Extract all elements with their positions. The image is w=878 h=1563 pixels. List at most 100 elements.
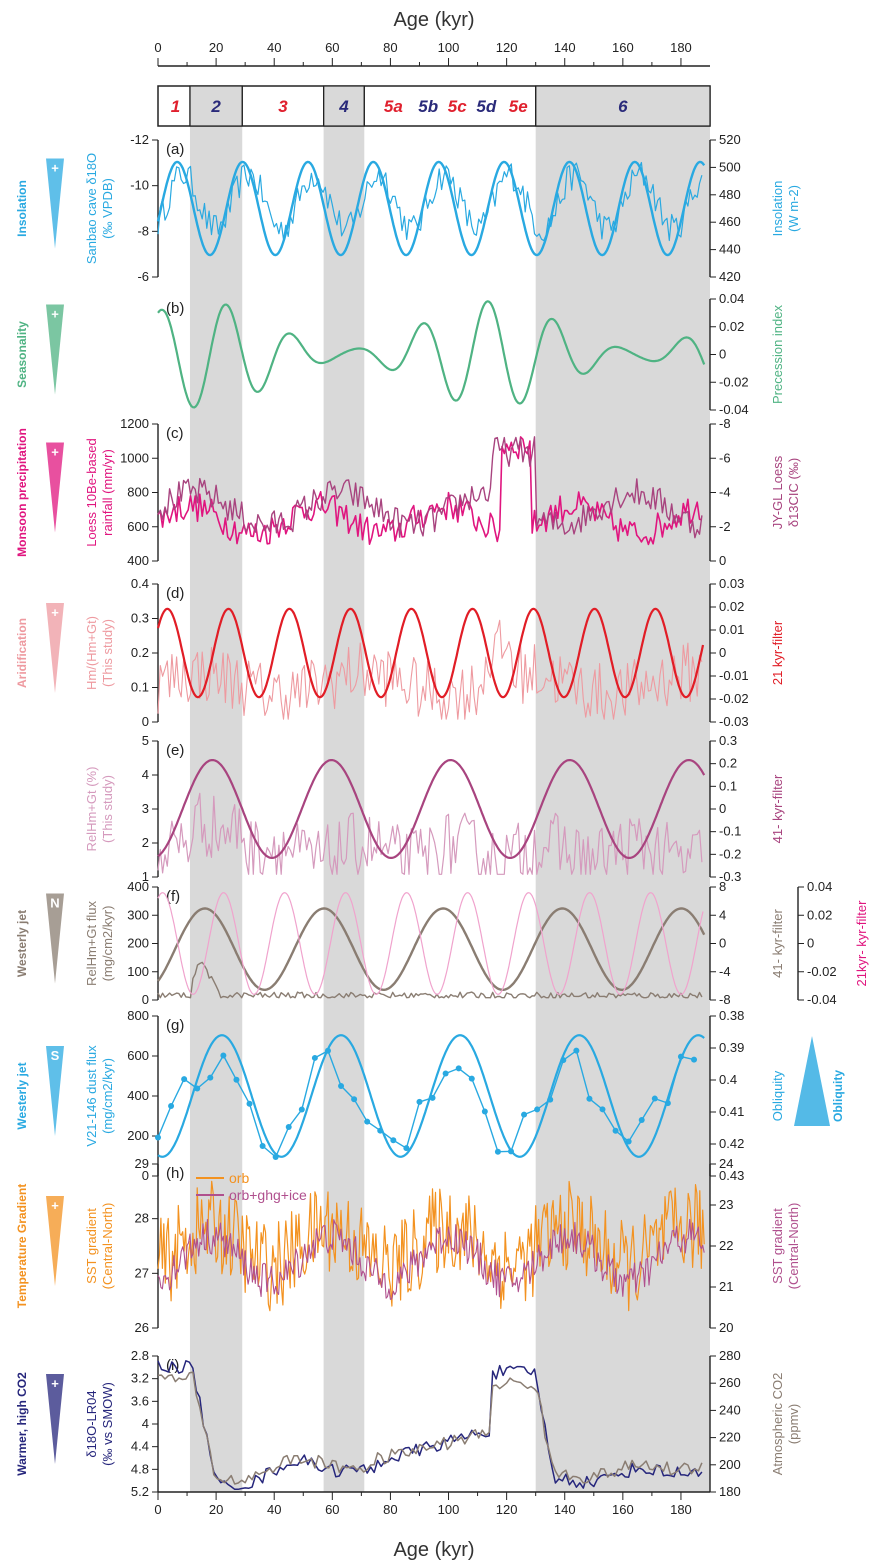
- panel-label: (b): [166, 300, 184, 317]
- right-tick-label: 0.04: [719, 291, 744, 306]
- bottom-axis-title: Age (kyr): [393, 1539, 474, 1561]
- left-axis-label-sub: (mg/cm2/kyr): [100, 906, 115, 982]
- right-tick-label: 0.2: [719, 756, 737, 771]
- data-point: [246, 1100, 253, 1107]
- proxy-right-label: Obliquity: [831, 1070, 845, 1122]
- series-line--18o-lr04: [157, 1360, 703, 1491]
- right-tick-label: -8: [719, 416, 731, 431]
- left-tick-label: 0.2: [131, 645, 149, 660]
- top-tick-label: 60: [325, 40, 339, 55]
- far-right-tick-label: 0.04: [807, 879, 832, 894]
- right-tick-label: 420: [719, 269, 741, 284]
- left-tick-label: 600: [127, 519, 149, 534]
- left-tick-label: -10: [130, 178, 149, 193]
- right-tick-label: 0.02: [719, 599, 744, 614]
- right-tick-label: 260: [719, 1375, 741, 1390]
- left-axis-label-sub: (Central-North): [100, 1203, 115, 1290]
- series-line-precession-index: [157, 300, 706, 409]
- top-tick-label: 0: [154, 40, 161, 55]
- mis-stage-5d: 5d: [476, 97, 496, 116]
- panel-label: (d): [166, 585, 184, 602]
- right-tick-label: 20: [719, 1320, 733, 1335]
- right-tick-label: -4: [719, 964, 731, 979]
- left-axis-label-sub: (‰ vs SMOW): [100, 1382, 115, 1466]
- right-axis-label: 21 kyr-filter: [770, 620, 785, 685]
- proxy-sign: +: [51, 445, 59, 460]
- left-tick-label: 2: [142, 835, 149, 850]
- left-tick-label: 26: [135, 1320, 149, 1335]
- left-tick-label: 4.4: [131, 1439, 149, 1454]
- bottom-tick-label: 0: [154, 1502, 161, 1517]
- right-tick-label: -0.3: [719, 869, 741, 884]
- left-tick-label: 5: [142, 733, 149, 748]
- data-point: [638, 1116, 645, 1123]
- data-point: [455, 1065, 462, 1072]
- right-tick-label: 0.41: [719, 1104, 744, 1119]
- panel-a: (a) -12 -10 -8 -6 520 500 480 460 440 420 Sanbao ca…: [15, 132, 801, 284]
- mis-stage-3: 3: [278, 97, 288, 116]
- right-tick-label: 0.1: [719, 778, 737, 793]
- right-tick-label: -0.1: [719, 824, 741, 839]
- shaded-stage-1: [323, 126, 365, 1492]
- right-tick-label: 520: [719, 132, 741, 147]
- data-point: [416, 1098, 423, 1105]
- data-point: [207, 1074, 214, 1081]
- left-axis-label: RelHm+Gt flux: [84, 901, 99, 986]
- left-tick-label: 1000: [120, 450, 149, 465]
- panel-b: (b) 0.04 0.02 0 -0.02 -0.04 Precession index Se…: [15, 291, 785, 417]
- right-tick-label: -4: [719, 485, 731, 500]
- right-axis-label: Precession index: [770, 305, 785, 404]
- left-tick-label: 400: [127, 879, 149, 894]
- left-tick-label: 400: [127, 1088, 149, 1103]
- right-tick-label: -0.02: [719, 691, 749, 706]
- series-line-41-kyr-filter: [157, 759, 706, 859]
- proxy-label: Insolation: [15, 180, 29, 237]
- mis-stage-5a: 5a: [384, 97, 403, 116]
- proxy-gradient-triangle: [46, 1196, 64, 1286]
- proxy-gradient-triangle: [46, 1374, 64, 1464]
- top-tick-label: 100: [438, 40, 460, 55]
- data-point: [298, 1106, 305, 1113]
- series-line-insolation: [156, 160, 706, 257]
- top-tick-label: 120: [496, 40, 518, 55]
- left-tick-label: 5.2: [131, 1484, 149, 1499]
- left-tick-label: 0.1: [131, 680, 149, 695]
- right-axis-label-sub: δ13CIC (‰): [786, 458, 801, 527]
- proxy-sign: N: [50, 896, 59, 911]
- data-point: [586, 1095, 593, 1102]
- left-tick-label: 1200: [120, 416, 149, 431]
- series-line-orb-ghg-ice: [157, 1218, 705, 1300]
- left-axis-label: SST gradient: [84, 1208, 99, 1284]
- right-tick-label: 24: [719, 1156, 733, 1171]
- bottom-tick-label: 120: [496, 1502, 518, 1517]
- data-point: [534, 1106, 541, 1113]
- right-tick-label: 8: [719, 879, 726, 894]
- right-tick-label: -0.01: [719, 668, 749, 683]
- series-line-21-kyr-filter: [156, 607, 705, 699]
- proxy-label: Westerly jet: [15, 1062, 29, 1129]
- data-point: [233, 1076, 240, 1083]
- mis-shaded-cell: [323, 85, 365, 127]
- top-age-axis: Age (kyr) 0 20 40 60 80 100 120 140 160 180: [154, 9, 710, 67]
- mis-shaded-cell: [535, 85, 711, 127]
- proxy-label: Temperature Gradient: [15, 1184, 29, 1308]
- bottom-age-axis: Age (kyr) 0 20 40 60 80 100 120 140 160 180: [154, 1491, 710, 1561]
- proxy-gradient-triangle: [46, 1046, 64, 1136]
- data-point: [364, 1118, 371, 1125]
- data-point: [259, 1142, 266, 1149]
- right-tick-label: -0.03: [719, 714, 749, 729]
- mis-stage-1: 1: [171, 97, 180, 116]
- left-tick-label: 1: [142, 869, 149, 884]
- right-tick-label: 0.43: [719, 1168, 744, 1183]
- proxy-label: Aridification: [15, 618, 29, 688]
- right-tick-label: 0.38: [719, 1008, 744, 1023]
- glacial-shading: [189, 126, 710, 1492]
- right-tick-label: 0.03: [719, 576, 744, 591]
- data-point: [494, 1148, 501, 1155]
- right-tick-label: 480: [719, 187, 741, 202]
- bottom-tick-label: 160: [612, 1502, 634, 1517]
- right-tick-label: 0: [719, 645, 726, 660]
